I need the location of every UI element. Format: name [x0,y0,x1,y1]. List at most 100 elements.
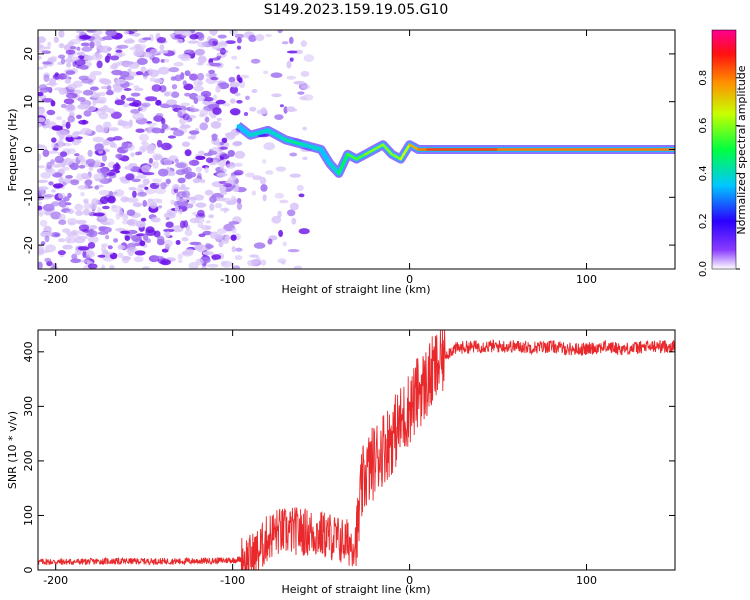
spectrogram-noise-blob [74,203,84,211]
spectrogram-noise-blob [80,42,91,47]
spectrogram-noise-blob [96,54,102,59]
spectrogram-noise-blob [131,234,142,242]
spectrogram-noise-blob [38,251,45,255]
spectrogram-noise-blob [87,242,96,249]
spectrogram-noise-blob [51,137,57,143]
spectrogram-noise-blob [133,85,140,89]
spectrogram-noise-blob [172,183,180,190]
spectrogram-noise-blob [65,70,76,75]
spectrogram-noise-blob [184,92,191,97]
spectrogram-noise-blob [92,136,105,143]
spectrogram-noise-blob [60,103,67,109]
spectrogram-noise-blob [67,192,72,198]
spectrogram-noise-blob [184,149,192,157]
colorbar-ticks: 0.0 0.2 0.4 0.6 0.8 [698,70,740,277]
spectrogram-noise-blob [274,192,285,199]
spectrogram-noise-blob [85,105,96,112]
spectrogram-noise-blob [51,201,60,207]
snr-series [38,330,675,570]
spectrogram-noise-blob [58,54,66,59]
spectrogram-noise-blob [302,94,314,101]
spectrogram-noise-blob [83,209,92,215]
spectrogram-noise-blob [198,150,205,155]
spectrogram-noise-blob [77,185,89,190]
y-tick-label: 300 [22,396,35,417]
spectrogram-noise-blob [133,32,139,37]
spectrogram-noise-blob [177,111,183,118]
spectrogram-noise-blob [236,37,242,44]
spectrogram-noise-blob [135,128,145,133]
spectrogram-noise-blob [229,108,241,116]
spectrogram-noise-blob [255,34,265,42]
spectrogram-noise-blob [277,30,283,34]
spectrogram-noise-blob [120,230,130,234]
spectrogram-noise-blob [71,229,78,236]
spectrogram-noise-blob [170,199,175,205]
spectrogram-noise-blob [297,91,305,95]
spectrogram-noise-blob [135,175,147,179]
spectrogram-noise-blob [38,107,46,115]
spectrogram-noise-blob [89,202,98,210]
spectrogram-noise-blob [126,97,136,102]
spectrogram-noise-blob [60,151,68,158]
spectrogram-noise-blob [62,244,73,250]
spectrogram-noise-blob [181,141,191,147]
spectrogram-noise-blob [219,184,227,193]
spectrogram-noise-blob [94,36,102,43]
spectrogram-noise-blob [205,220,211,224]
spectrogram-noise-blob [161,123,168,130]
spectrogram-noise-blob [277,210,282,218]
spectrogram-noise-blob [163,158,173,166]
spectrogram-noise-blob [67,115,75,123]
spectrogram-noise-blob [177,198,188,202]
spectrogram-noise-blob [145,238,152,244]
spectrogram-ridge-segment [355,153,367,161]
y-tick-label: 10 [22,95,35,109]
spectrogram-noise-blob [101,243,109,248]
spectrogram-noise-blob [193,85,205,92]
spectrogram-noise-blob [265,33,272,38]
y-tick-label: -10 [22,188,35,206]
spectrogram-noise-blob [178,118,186,125]
spectrogram-noise-blob [109,55,120,61]
spectrogram-ridge-segment [319,148,332,166]
spectrogram-noise-blob [100,126,109,134]
spectrogram-noise-blob [200,90,212,98]
snr-x-axis-label: Height of straight line (km) [281,583,430,596]
spectrogram-noise-blob [80,127,92,136]
spectrogram-noise-blob [119,71,130,78]
spectrogram-noise-blob [204,189,214,196]
spectrogram-noise-blob [57,73,68,80]
spectrogram-noise-blob [301,84,311,90]
spectrogram-noise-blob [235,66,240,70]
spectrogram-noise-blob [267,238,273,245]
spectrogram-noise-blob [104,55,110,63]
spectrogram-noise-blob [111,62,119,70]
spectrogram-noise-blob [302,156,308,161]
spectrogram-noise-blob [135,71,144,76]
spectrogram-noise-blob [143,51,153,58]
spectrogram-noise-blob [103,104,108,110]
spectrogram-noise-blob [146,122,158,126]
spectrogram-noise-blob [195,155,206,160]
spectrogram-noise-blob [93,212,105,217]
spectrogram-noise-blob [181,190,191,198]
spectrogram-noise-blob [70,258,82,264]
spectrogram-noise-blob [200,224,212,231]
spectrogram-noise-blob [178,186,190,191]
spectrogram-noise-blob [126,209,136,216]
spectrogram-noise-blob [123,88,132,91]
spectrogram-noise-blob [210,121,222,129]
spectrogram-noise-blob [293,265,302,269]
spectrogram-noise-blob [175,162,187,169]
spectrogram-noise-blob [155,182,161,186]
spectrogram-noise-blob [51,163,64,168]
spectrogram-noise-blob [156,37,167,43]
spectrogram-noise-blob [83,110,92,117]
y-tick-label: 400 [22,341,35,362]
spectrogram-noise-blob [286,50,298,54]
spectrogram-noise-blob [169,33,175,38]
spectrogram-noise-blob [197,209,205,217]
spectrogram-noise-blob [84,179,93,187]
spectrogram-noise-blob [48,181,54,186]
